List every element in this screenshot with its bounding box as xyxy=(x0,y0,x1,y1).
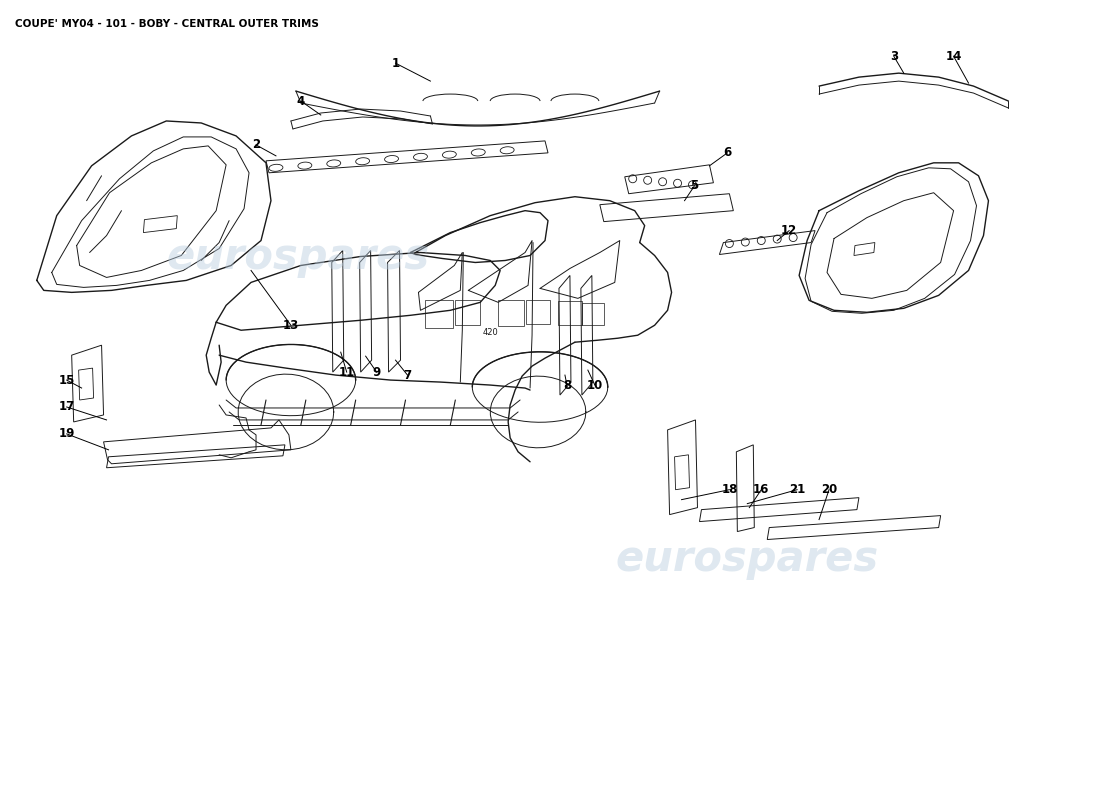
Text: 4: 4 xyxy=(297,94,305,107)
Text: 11: 11 xyxy=(339,366,355,378)
Text: eurospares: eurospares xyxy=(616,538,879,581)
Text: 21: 21 xyxy=(789,483,805,496)
Text: 420: 420 xyxy=(482,328,498,338)
Text: 14: 14 xyxy=(945,50,961,62)
Text: 13: 13 xyxy=(283,318,299,332)
Text: 16: 16 xyxy=(754,483,770,496)
Text: 17: 17 xyxy=(58,401,75,414)
Text: 6: 6 xyxy=(724,146,732,159)
Text: 8: 8 xyxy=(563,378,571,391)
Text: 2: 2 xyxy=(252,138,260,151)
Text: 18: 18 xyxy=(722,483,738,496)
Text: 3: 3 xyxy=(890,50,898,62)
Text: 10: 10 xyxy=(586,378,603,391)
Text: 20: 20 xyxy=(821,483,837,496)
Text: 15: 15 xyxy=(58,374,75,386)
Text: 19: 19 xyxy=(58,427,75,440)
Text: 5: 5 xyxy=(691,179,698,192)
Text: 7: 7 xyxy=(404,369,411,382)
Text: eurospares: eurospares xyxy=(166,235,429,278)
Text: 12: 12 xyxy=(781,224,798,237)
Text: COUPE' MY04 - 101 - BOBY - CENTRAL OUTER TRIMS: COUPE' MY04 - 101 - BOBY - CENTRAL OUTER… xyxy=(15,19,319,29)
Text: 9: 9 xyxy=(373,366,381,378)
Text: 1: 1 xyxy=(392,57,399,70)
